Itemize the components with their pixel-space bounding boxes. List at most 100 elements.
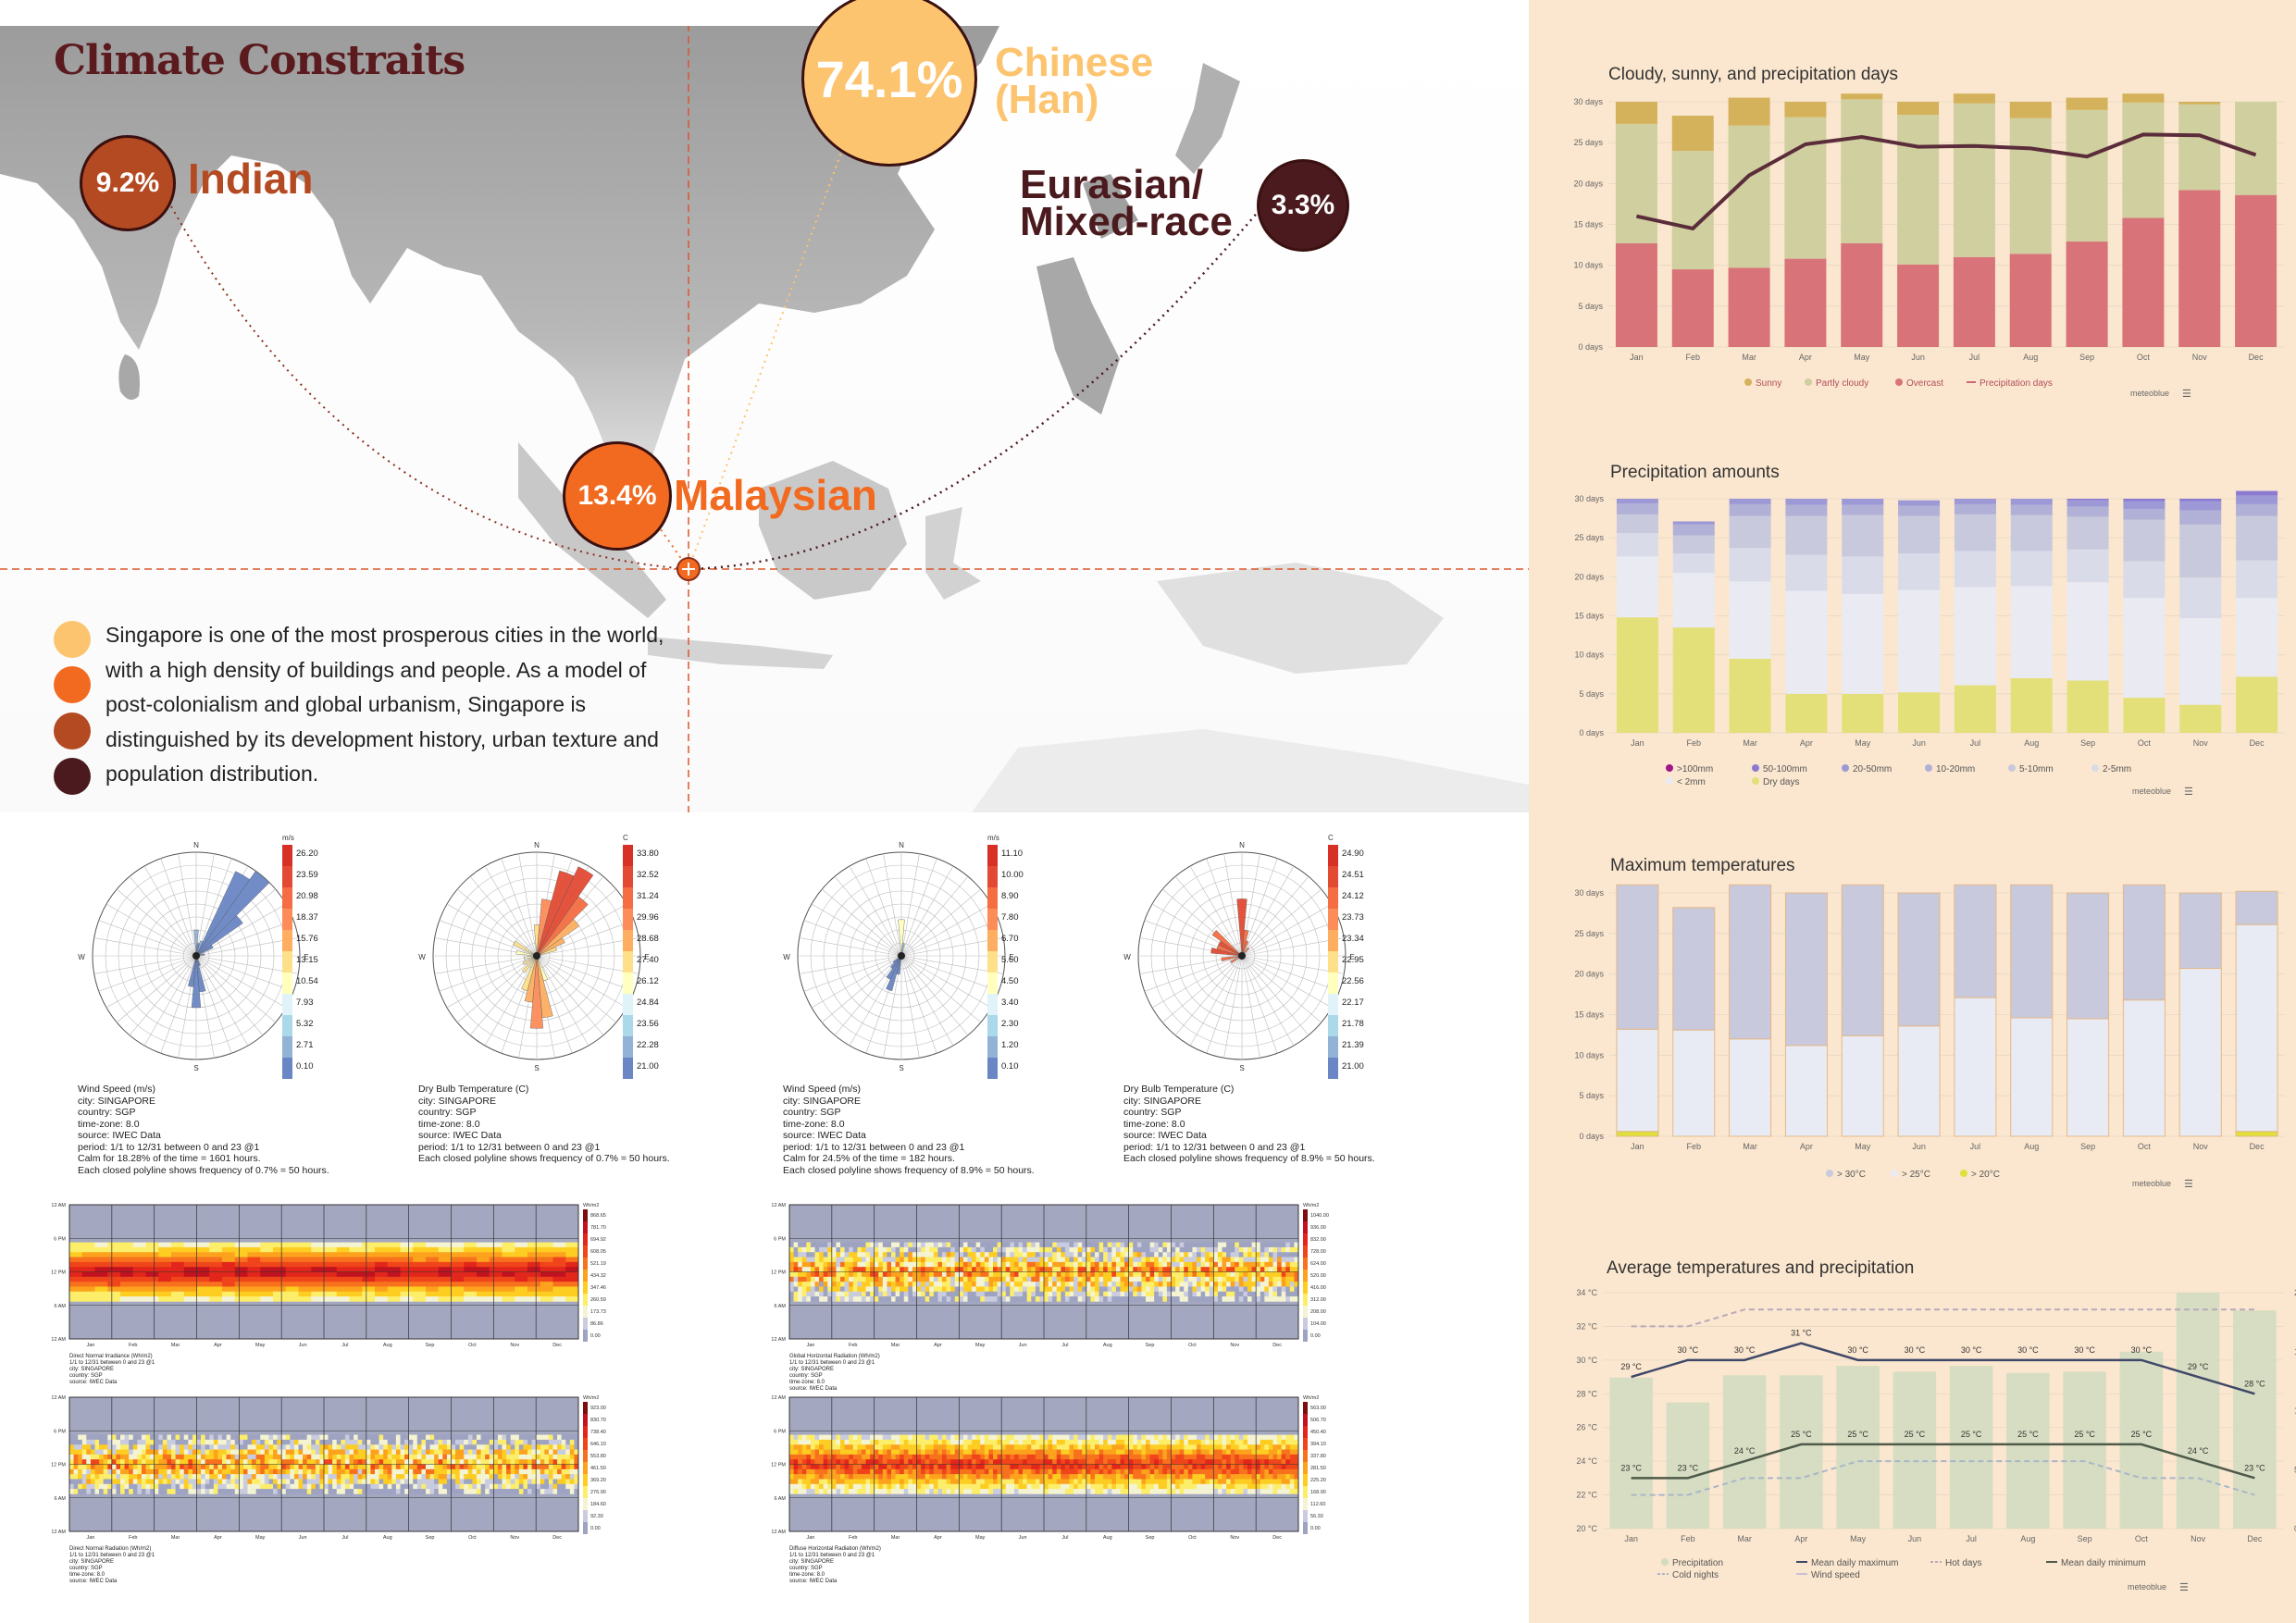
heatmap-cell [1082, 1468, 1087, 1475]
heatmap-cell [455, 1449, 460, 1456]
heatmap-cell [975, 1468, 981, 1475]
heatmap-cell [175, 1454, 180, 1460]
rose-scale-swatch [282, 951, 292, 973]
heatmap-cell [1136, 1271, 1142, 1278]
heatmap-cell [464, 1291, 478, 1297]
heatmap-cell [921, 1257, 925, 1263]
heatmap-cell [993, 1489, 998, 1494]
heatmap-cell [255, 1444, 261, 1450]
heatmap-cell [217, 1454, 223, 1460]
heatmap-cell [552, 1483, 558, 1490]
heatmap-cell [1103, 1267, 1109, 1272]
heatmap-cell [192, 1449, 197, 1456]
heatmap-cell [798, 1483, 803, 1490]
heatmap-cell [1141, 1483, 1147, 1490]
heatmap-cell [946, 1261, 951, 1268]
heatmap-cell [167, 1474, 172, 1480]
heatmap-cell [882, 1444, 887, 1450]
heatmap-cell [196, 1464, 202, 1470]
heatmap-cell [1090, 1474, 1096, 1480]
heatmap-cell [141, 1444, 146, 1450]
heatmap-cell [408, 1439, 414, 1445]
heatmap-cell [94, 1468, 100, 1475]
heatmap-cell [1048, 1257, 1053, 1263]
heatmap-cell [1111, 1434, 1117, 1441]
heatmap-cell [391, 1454, 397, 1460]
rose-center [898, 952, 905, 960]
heatmap-cell [328, 1474, 333, 1480]
heatmap-cell [789, 1468, 794, 1475]
label-eurasian: Eurasian/ Mixed-race [1020, 165, 1233, 242]
heatmap-cell [132, 1454, 138, 1460]
heatmap-cell [196, 1474, 202, 1480]
heatmap-cell [552, 1291, 566, 1297]
heatmap-cell [383, 1454, 389, 1460]
heatmap-cell [222, 1286, 236, 1293]
heatmap-cell [959, 1296, 964, 1302]
rose-scale-label: 32.52 [637, 870, 659, 880]
heatmap-cell [1056, 1282, 1061, 1287]
heatmap-scale-swatch [1303, 1330, 1308, 1342]
heatmap-cell [1120, 1479, 1125, 1485]
heatmap-cell [196, 1434, 202, 1441]
heatmap-cell [801, 1296, 807, 1302]
heatmap-cell [925, 1483, 930, 1490]
heatmap-cell [1146, 1479, 1150, 1485]
label-malaysian: Malaysian [674, 471, 877, 519]
heatmap-cell [493, 1479, 499, 1485]
heatmap-cell [1133, 1246, 1138, 1253]
heatmap-cell [366, 1489, 371, 1494]
heatmap-cell [849, 1267, 854, 1272]
heatmap-cell [395, 1439, 401, 1445]
heatmap-cell [196, 1449, 202, 1456]
heatmap-cell [1005, 1483, 1011, 1490]
heatmap-cell [874, 1449, 879, 1456]
heatmap-scale-label: 369.20 [590, 1478, 606, 1483]
heatmap-cell [1077, 1454, 1083, 1460]
heatmap-cell [438, 1296, 452, 1302]
rose-caption-line: city: SINGAPORE [783, 1095, 862, 1107]
heatmap-cell [975, 1261, 981, 1268]
heatmap-cell [387, 1291, 401, 1297]
heatmap-scale-label: 694.92 [590, 1237, 606, 1243]
heatmap-cell [823, 1479, 828, 1485]
heatmap-cell [921, 1267, 925, 1272]
heatmap-cell [1026, 1464, 1032, 1470]
heatmap-cell [518, 1489, 524, 1494]
heatmap-cell [1213, 1267, 1219, 1272]
heatmap-cell [925, 1439, 930, 1445]
heatmap-cell [477, 1271, 490, 1278]
heatmap-cell [1179, 1286, 1185, 1293]
heatmap-cell [806, 1257, 812, 1263]
heatmap-cell [857, 1489, 863, 1494]
heatmap-cell [242, 1483, 248, 1490]
heatmap-cell [1166, 1257, 1172, 1263]
heatmap-cell [132, 1267, 146, 1272]
heatmap-cell [69, 1468, 74, 1475]
heatmap-cell [1082, 1454, 1087, 1460]
heatmap-cell [827, 1276, 833, 1282]
heatmap-cell [1001, 1474, 1007, 1480]
heatmap-cell [1226, 1257, 1231, 1263]
heatmap-cell [1010, 1257, 1015, 1263]
heatmap-cell [540, 1434, 545, 1441]
heatmap-cell [116, 1468, 121, 1475]
heatmap-cell [1010, 1291, 1015, 1297]
heatmap-cell [175, 1479, 180, 1485]
heatmap-cell [395, 1474, 401, 1480]
heatmap-cell [502, 1459, 507, 1465]
heatmap-cell [827, 1464, 833, 1470]
rose-scale-label: 24.90 [1342, 849, 1364, 859]
rose-spoke [900, 876, 969, 957]
heatmap-cell [1056, 1276, 1061, 1282]
heatmap-cell [489, 1276, 503, 1282]
heatmap-cell [442, 1459, 448, 1465]
heatmap-cell [273, 1257, 287, 1263]
heatmap-cell [946, 1246, 951, 1253]
heatmap-cell [1069, 1444, 1074, 1450]
heatmap-cell [362, 1252, 376, 1258]
heatmap-cell [831, 1464, 837, 1470]
heatmap-cell [90, 1449, 95, 1456]
heatmap-cell [531, 1444, 537, 1450]
rose-scale-swatch [987, 1036, 998, 1058]
